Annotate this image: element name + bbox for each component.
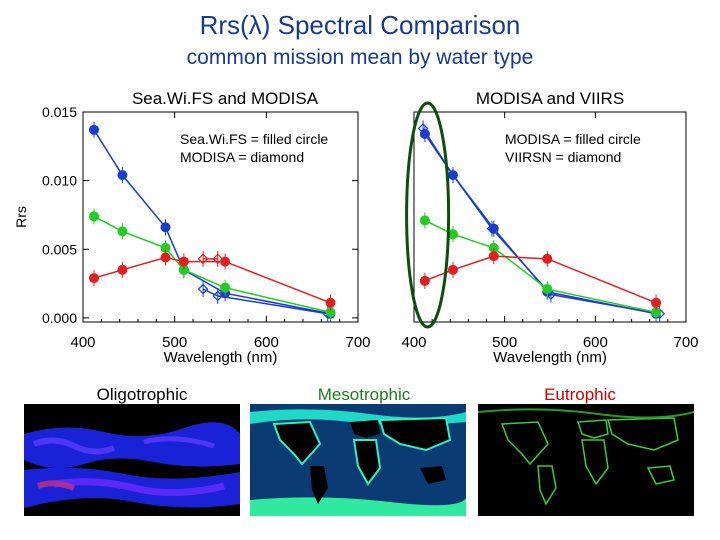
x-tick-label: 400 bbox=[70, 334, 95, 351]
point-oligotrophic bbox=[89, 124, 99, 135]
point-eutrophic bbox=[117, 264, 128, 275]
diamond-eutrophic bbox=[212, 253, 224, 265]
legend-line: MODISA = filled circle bbox=[505, 131, 641, 147]
series-line-mesotrophic bbox=[424, 219, 657, 314]
x-tick-label: 500 bbox=[492, 334, 517, 351]
label-eutrophic: Eutrophic bbox=[544, 385, 616, 404]
point-eutrophic bbox=[89, 273, 99, 284]
x-axis-label: Wavelength (nm) bbox=[164, 349, 278, 366]
label-oligotrophic: Oligotrophic bbox=[96, 385, 188, 404]
point-eutrophic bbox=[419, 275, 430, 286]
mesotrophic-map bbox=[250, 404, 466, 516]
subtitle: common mission mean by water type bbox=[186, 46, 534, 69]
point-eutrophic bbox=[488, 251, 499, 262]
point-mesotrophic bbox=[542, 284, 553, 295]
chart-2-title: MODISA and VIIRS bbox=[475, 89, 625, 108]
highlight-ellipse bbox=[405, 101, 451, 329]
diamond-oligotrophic bbox=[212, 290, 224, 302]
eutrophic-map bbox=[478, 404, 694, 516]
legend-line: MODISA = diamond bbox=[180, 149, 304, 165]
x-tick-label: 700 bbox=[345, 334, 370, 351]
point-eutrophic bbox=[160, 252, 171, 263]
y-tick-label: 0.015 bbox=[42, 104, 77, 120]
x-tick-label: 600 bbox=[254, 334, 279, 351]
x-axis-label: Wavelength (nm) bbox=[493, 349, 607, 366]
y-axis-label: Rrs bbox=[13, 206, 29, 228]
main-title: Rrs(λ) Spectral Comparison bbox=[199, 10, 521, 40]
x-tick-label: 500 bbox=[162, 334, 187, 351]
point-oligotrophic bbox=[117, 170, 128, 181]
x-tick-label: 700 bbox=[673, 334, 698, 351]
diamond-oligotrophic bbox=[486, 223, 498, 235]
y-tick-label: 0.010 bbox=[42, 173, 77, 189]
y-tick-label: 0.000 bbox=[42, 310, 77, 326]
point-mesotrophic bbox=[89, 211, 99, 222]
point-eutrophic bbox=[178, 256, 189, 267]
y-tick-label: 0.005 bbox=[42, 241, 77, 257]
diamond-eutrophic bbox=[197, 253, 209, 265]
x-tick-label: 600 bbox=[583, 334, 608, 351]
x-tick-label: 400 bbox=[401, 334, 426, 351]
point-eutrophic bbox=[651, 297, 662, 308]
point-eutrophic bbox=[542, 253, 553, 264]
series-line-eutrophic bbox=[424, 255, 657, 304]
oligotrophic-map bbox=[24, 404, 240, 516]
diamond-oligotrophic bbox=[197, 283, 209, 295]
legend-line: Sea.Wi.FS = filled circle bbox=[180, 131, 328, 147]
point-eutrophic bbox=[325, 297, 336, 308]
chart-1-frame bbox=[82, 111, 359, 323]
series-line-oligotrophic bbox=[93, 129, 331, 315]
point-eutrophic bbox=[447, 264, 458, 275]
label-mesotrophic: Mesotrophic bbox=[317, 385, 411, 404]
diamond-oligotrophic bbox=[447, 169, 459, 181]
legend-line: VIIRSN = diamond bbox=[505, 149, 621, 165]
series-line-eutrophic bbox=[93, 256, 331, 304]
series-line-mesotrophic bbox=[93, 215, 331, 314]
diamond-oligotrophic bbox=[417, 123, 429, 134]
chart-1-title: Sea.Wi.FS and MODISA bbox=[131, 89, 319, 108]
point-mesotrophic bbox=[220, 282, 231, 293]
point-mesotrophic bbox=[419, 215, 430, 226]
point-oligotrophic bbox=[160, 222, 171, 233]
point-mesotrophic bbox=[117, 226, 128, 237]
point-eutrophic bbox=[220, 256, 231, 267]
chart-2-frame bbox=[413, 111, 687, 323]
